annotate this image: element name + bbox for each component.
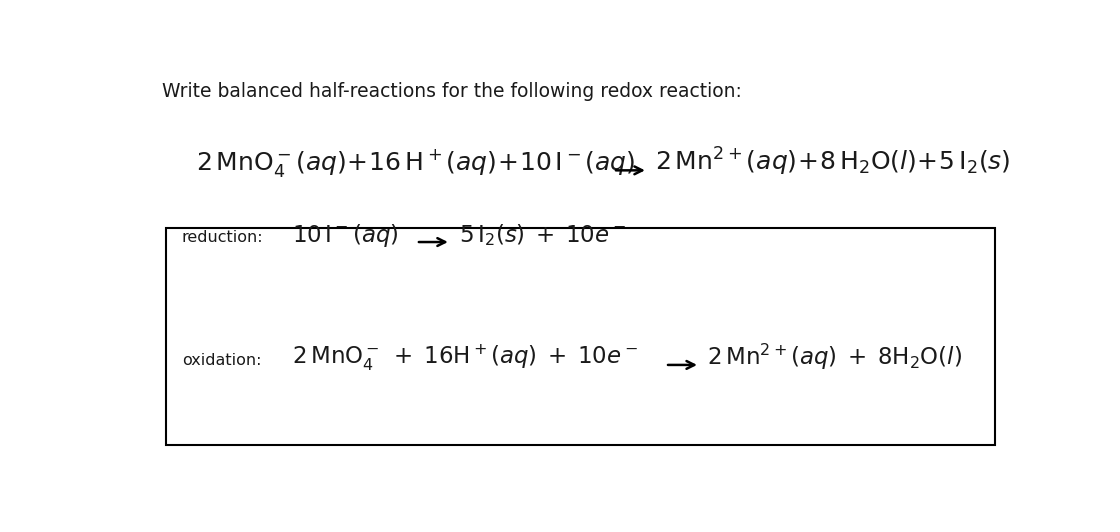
Text: $2\,\mathrm{MnO}^-_4\;+\;16\mathrm{H}^+\mathit{(aq)}\;+\;10e^-$: $2\,\mathrm{MnO}^-_4\;+\;16\mathrm{H}^+\…	[292, 343, 638, 373]
Text: $2\,\mathrm{MnO}^-_4\mathit{(aq)}\!+\!16\,\mathrm{H}^+\mathit{(aq)}\!+\!10\,\mat: $2\,\mathrm{MnO}^-_4\mathit{(aq)}\!+\!16…	[196, 147, 636, 179]
Text: oxidation:: oxidation:	[181, 353, 261, 368]
Text: $2\,\mathrm{Mn}^{2+}\mathit{(aq)}\!+\!8\,\mathrm{H}_2\mathrm{O}\mathit{(l)}\!+\!: $2\,\mathrm{Mn}^{2+}\mathit{(aq)}\!+\!8\…	[655, 146, 1010, 178]
FancyBboxPatch shape	[166, 228, 995, 445]
Text: Write balanced half-reactions for the following redox reaction:: Write balanced half-reactions for the fo…	[161, 82, 741, 101]
Text: $5\,\mathrm{I}_2\mathit{(s)}\;+\;10e^-$: $5\,\mathrm{I}_2\mathit{(s)}\;+\;10e^-$	[458, 222, 626, 248]
Text: $2\,\mathrm{Mn}^{2+}\mathit{(aq)}\;+\;8\mathrm{H}_2\mathrm{O}\mathit{(l)}$: $2\,\mathrm{Mn}^{2+}\mathit{(aq)}\;+\;8\…	[707, 342, 962, 372]
Text: $10\,\mathrm{I}^-\mathit{(aq)}$: $10\,\mathrm{I}^-\mathit{(aq)}$	[292, 222, 399, 249]
Text: reduction:: reduction:	[181, 230, 263, 245]
